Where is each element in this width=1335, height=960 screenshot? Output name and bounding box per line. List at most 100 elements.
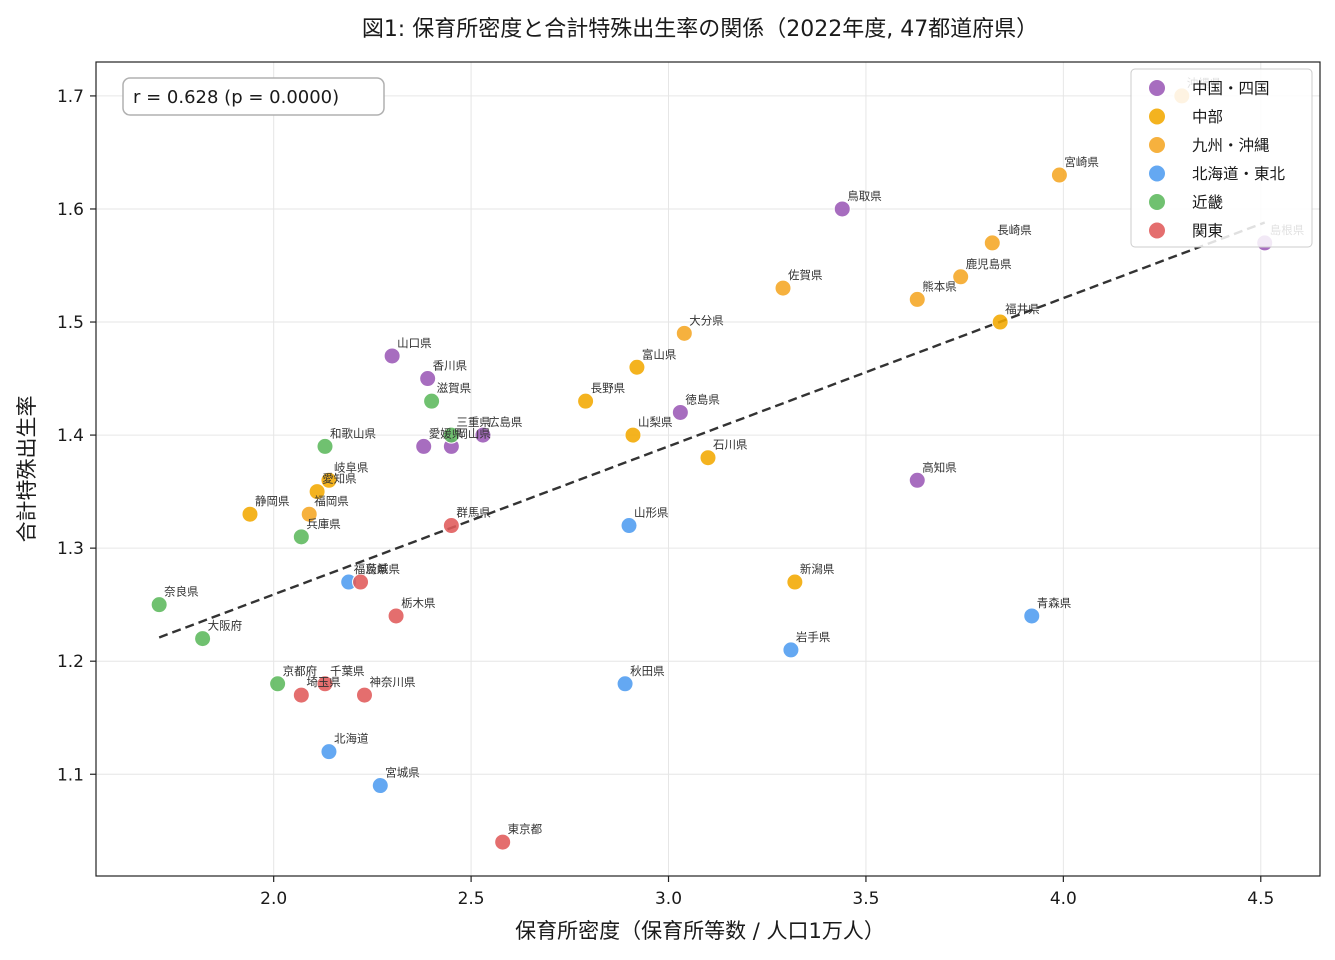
point-label: 兵庫県 — [306, 517, 341, 531]
point-label: 茨城県 — [366, 562, 401, 576]
point-label: 広島県 — [488, 415, 523, 429]
point-label: 青森県 — [1037, 596, 1072, 610]
legend-marker — [1149, 165, 1165, 182]
data-point — [423, 392, 441, 410]
point-label: 鳥取県 — [847, 189, 882, 203]
data-point — [782, 641, 800, 659]
point-label: 岡山県 — [456, 426, 491, 440]
x-tick-label: 3.5 — [852, 889, 879, 909]
point-label: 東京都 — [508, 822, 543, 836]
point-label: 秋田県 — [630, 664, 665, 678]
chart-title: 図1: 保育所密度と合計特殊出生率の関係（2022年度, 47都道府県） — [362, 17, 1038, 42]
point-label: 宮崎県 — [1064, 155, 1099, 169]
point-label: 愛知県 — [322, 472, 357, 486]
point-label: 徳島県 — [685, 392, 720, 406]
point-label: 福島県 — [354, 562, 389, 576]
data-point — [371, 777, 389, 795]
trendline-group — [158, 221, 1266, 639]
y-axis-label: 合計特殊出生率 — [15, 396, 39, 543]
point-label: 神奈川県 — [369, 675, 415, 689]
data-point — [474, 426, 492, 444]
data-point — [415, 437, 433, 455]
data-point — [774, 279, 792, 297]
y-tick-label: 1.1 — [57, 765, 84, 785]
y-tick-label: 1.5 — [57, 313, 84, 333]
data-point — [316, 675, 334, 693]
stats-box-frame — [122, 77, 385, 116]
data-point — [833, 200, 851, 218]
data-point — [419, 370, 437, 388]
legend-marker — [1149, 194, 1165, 210]
x-tick-label: 2.0 — [260, 889, 287, 909]
point-label: 岐阜県 — [334, 460, 369, 474]
x-tick-label: 2.5 — [458, 889, 485, 909]
data-point — [320, 471, 338, 489]
point-label: 福岡県 — [314, 494, 349, 508]
point-label: 大分県 — [689, 313, 724, 327]
point-label: 三重県 — [456, 415, 491, 429]
data-point — [194, 630, 212, 648]
point-label: 群馬県 — [456, 506, 491, 520]
point-label: 高知県 — [922, 460, 957, 474]
y-tick-label: 1.3 — [57, 539, 84, 559]
data-point — [300, 505, 318, 523]
legend-marker — [1149, 80, 1165, 96]
point-label: 京都府 — [283, 664, 318, 678]
point-label: 長野県 — [591, 381, 626, 395]
point-label: 千葉県 — [330, 664, 365, 678]
point-label: 栃木県 — [401, 596, 436, 610]
point-label: 静岡県 — [255, 494, 290, 508]
point-label: 大阪府 — [208, 619, 243, 633]
data-point — [150, 596, 168, 614]
x-tick-label: 4.5 — [1247, 889, 1274, 909]
x-tick-label: 3.0 — [655, 889, 682, 909]
data-point — [1023, 607, 1041, 625]
y-tick-label: 1.6 — [57, 200, 84, 220]
data-point — [494, 833, 512, 851]
legend-frame — [1130, 68, 1313, 248]
data-point — [292, 686, 310, 704]
point-label: 熊本県 — [922, 279, 957, 293]
data-point — [320, 743, 338, 761]
point-label: 鹿児島県 — [966, 257, 1012, 271]
point-label: 北海道 — [334, 732, 369, 746]
axis-ticks: 2.0 2.5 3.0 3.5 4.0 4.5 1.1 1.2 1.3 1.4 1.5 1.6 1.7 — [57, 87, 1274, 909]
data-point — [952, 268, 970, 286]
plot-frame — [95, 61, 1321, 877]
data-point — [624, 426, 642, 444]
legend-marker — [1149, 137, 1165, 153]
point-label: 福井県 — [1005, 302, 1040, 316]
legend-label: 中国・四国 — [1192, 80, 1270, 98]
legend-marker — [1149, 222, 1165, 239]
data-point — [442, 517, 460, 535]
point-label: 香川県 — [433, 359, 468, 373]
point-label: 新潟県 — [800, 562, 835, 576]
data-point — [577, 392, 595, 410]
y-tick-label: 1.4 — [57, 426, 84, 446]
point-label: 山梨県 — [638, 415, 673, 429]
legend-label: 北海道・東北 — [1192, 165, 1286, 183]
point-label: 佐賀県 — [788, 268, 823, 282]
data-point — [786, 573, 804, 591]
data-point — [983, 234, 1001, 252]
x-tick-label: 4.0 — [1050, 889, 1077, 909]
data-point — [620, 517, 638, 535]
correlation-text: r = 0.628 (p = 0.0000) — [133, 87, 339, 108]
legend-label: 中部 — [1192, 108, 1223, 126]
point-label: 山口県 — [397, 336, 432, 350]
data-point — [1050, 166, 1068, 184]
stats-box: r = 0.628 (p = 0.0000) — [122, 77, 385, 116]
y-tick-label: 1.7 — [57, 87, 84, 107]
data-point — [908, 471, 926, 489]
data-point — [355, 686, 373, 704]
data-point — [991, 313, 1009, 331]
point-label: 和歌山県 — [330, 426, 376, 440]
data-point — [241, 505, 259, 523]
data-point — [269, 675, 287, 693]
data-point — [675, 324, 693, 342]
data-point — [316, 437, 334, 455]
legend-marker — [1149, 108, 1165, 125]
data-point — [908, 290, 926, 308]
legend-label: 近畿 — [1192, 194, 1223, 212]
